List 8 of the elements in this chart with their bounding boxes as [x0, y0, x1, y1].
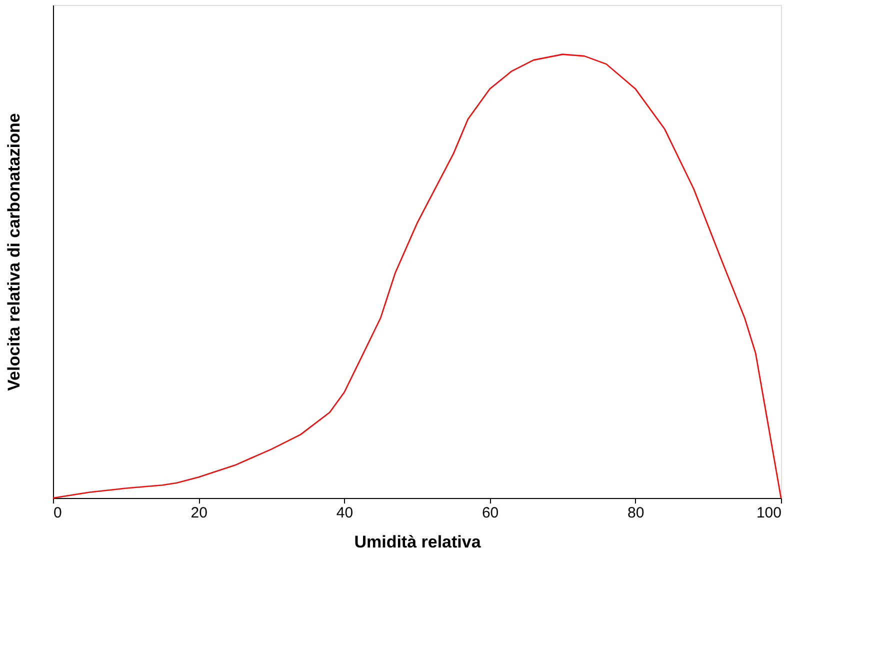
x-tick-label: 40 [336, 504, 354, 522]
x-axis-title: Umidità relativa [354, 532, 482, 552]
x-tick-label: 60 [482, 504, 499, 522]
x-tick-label: 0 [54, 504, 62, 522]
y-axis-title: Velocita relativa di carbonatazione [4, 113, 24, 391]
x-tick-label: 100 [756, 504, 782, 522]
x-tick-label: 20 [190, 504, 208, 522]
x-tick-label: 80 [628, 504, 644, 522]
